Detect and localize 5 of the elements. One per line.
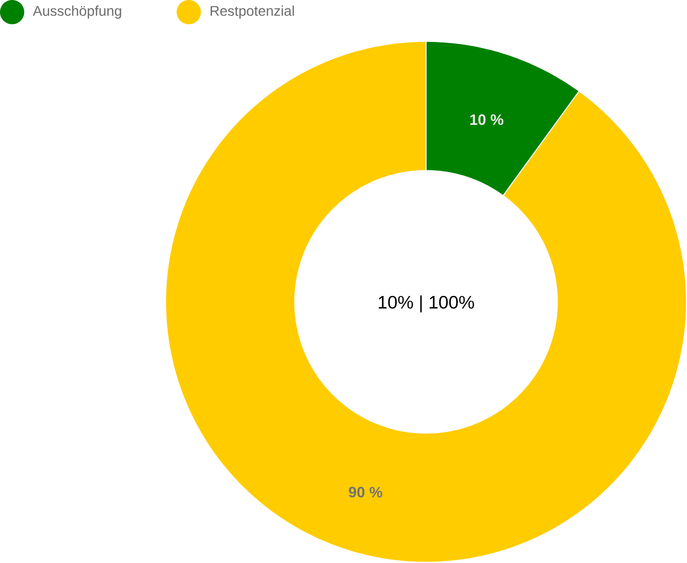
data-label: 10 % bbox=[470, 114, 504, 126]
text: 10% | 100% bbox=[378, 295, 474, 312]
legend-label: Ausschöpfung bbox=[32, 6, 122, 19]
data-label: 90 % bbox=[348, 486, 382, 498]
legend-label: Restpotenzial bbox=[210, 6, 294, 19]
